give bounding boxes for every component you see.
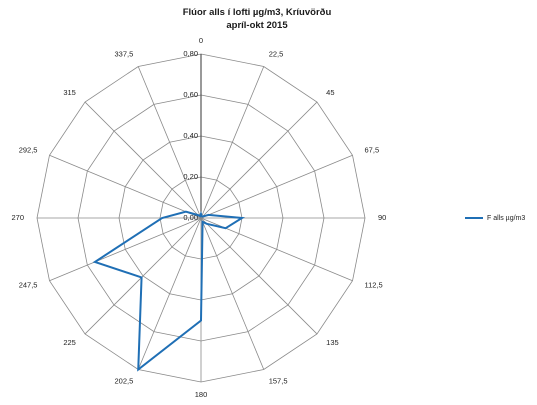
tick-label-layer: 0,00 0,20 0,40 0,60 0,80 <box>183 49 198 222</box>
direction-label-4: 90 <box>378 213 386 222</box>
tick-label-3: 0,60 <box>183 90 198 99</box>
legend: F alls µg/m3 <box>465 215 525 222</box>
chart-title-line-1: Flúor alls í lofti µg/m3, Kríuvörðu <box>183 7 332 18</box>
spoke-9 <box>137 217 202 370</box>
spoke-14 <box>84 101 202 219</box>
series-layer <box>92 210 246 372</box>
tick-label-4: 0,80 <box>183 49 198 58</box>
spoke-3 <box>200 154 353 219</box>
grid-layer <box>36 53 366 383</box>
spoke-15 <box>137 66 202 219</box>
tick-label-1: 0,20 <box>183 172 198 181</box>
direction-label-15: 337,5 <box>114 49 133 58</box>
direction-label-1: 22,5 <box>269 49 284 58</box>
direction-label-layer: 0 22,5 45 67,5 90 112,5 135 157,5 180 202,5 225 247… <box>11 36 386 399</box>
legend-label: F alls µg/m3 <box>487 215 525 222</box>
spoke-1 <box>200 66 265 219</box>
direction-label-14: 315 <box>63 88 76 97</box>
direction-label-9: 202,5 <box>114 377 133 386</box>
direction-label-2: 45 <box>326 88 334 97</box>
spoke-11 <box>49 217 202 282</box>
tick-label-2: 0,40 <box>183 131 198 140</box>
spoke-13 <box>49 154 202 219</box>
direction-label-12: 270 <box>11 213 24 222</box>
direction-label-10: 225 <box>63 338 76 347</box>
direction-label-13: 292,5 <box>19 145 38 154</box>
spoke-7 <box>200 217 265 370</box>
direction-label-6: 135 <box>326 338 339 347</box>
spoke-10 <box>84 217 202 335</box>
direction-label-11: 247,5 <box>19 281 38 290</box>
direction-label-5: 112,5 <box>365 281 383 290</box>
chart-title-line-2: apríl-okt 2015 <box>226 20 288 31</box>
tick-label-0: 0,00 <box>183 213 198 222</box>
spoke-6 <box>200 217 318 335</box>
direction-label-0: 0 <box>199 36 203 45</box>
direction-label-3: 67,5 <box>365 145 380 154</box>
direction-label-7: 157,5 <box>269 377 288 386</box>
series-line-0 <box>92 210 246 372</box>
direction-label-8: 180 <box>195 390 208 399</box>
spoke-2 <box>200 101 318 219</box>
